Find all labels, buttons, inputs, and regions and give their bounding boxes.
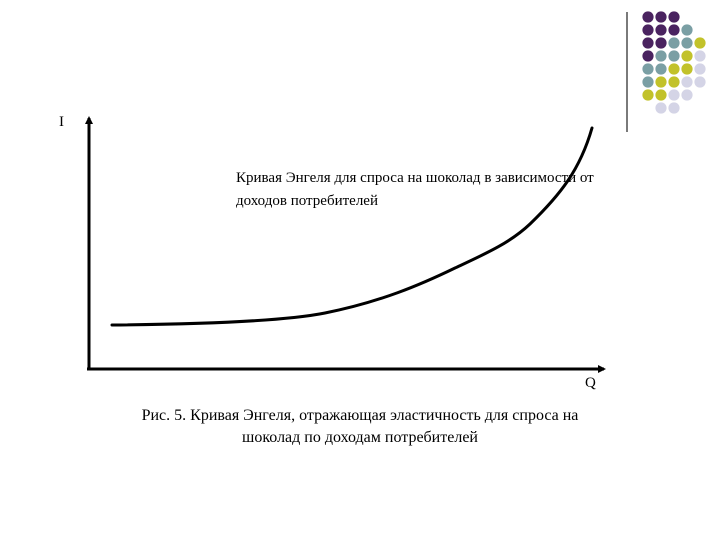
decorative-dot	[642, 50, 654, 62]
decorative-dot-grid	[642, 11, 706, 114]
decorative-dot	[642, 11, 654, 23]
x-axis-label: Q	[585, 375, 596, 391]
decorative-dot	[694, 63, 706, 75]
decorative-dot	[694, 76, 706, 88]
decorative-dot	[655, 24, 667, 36]
decorative-dot	[668, 89, 680, 101]
decorative-dot	[655, 89, 667, 101]
decorative-dot	[655, 102, 667, 114]
decorative-dot	[681, 37, 693, 49]
decorative-dot	[681, 50, 693, 62]
decorative-dot	[668, 11, 680, 23]
decorative-dot	[694, 37, 706, 49]
decorative-dot	[655, 37, 667, 49]
decorative-dot	[642, 37, 654, 49]
figure-caption: Рис. 5. Кривая Энгеля, отражающая эласти…	[60, 405, 660, 449]
decorative-dot	[655, 50, 667, 62]
engel-curve	[110, 126, 594, 327]
decorative-dot	[681, 76, 693, 88]
decorative-dot	[694, 50, 706, 62]
caption-line-2: шоколад по доходам потребителей	[242, 429, 478, 446]
decorative-dot	[681, 89, 693, 101]
decorative-dot	[655, 76, 667, 88]
curve-annotation: Кривая Энгеля для спроса на шоколад в за…	[236, 170, 594, 209]
decorative-dot	[642, 63, 654, 75]
y-axis-label: I	[59, 114, 64, 130]
decorative-dot	[668, 63, 680, 75]
decorative-dot	[655, 63, 667, 75]
decorative-dot	[681, 63, 693, 75]
decorative-dot	[642, 76, 654, 88]
decorative-dot	[668, 24, 680, 36]
caption-line-1: Рис. 5. Кривая Энгеля, отражающая эласти…	[141, 407, 579, 424]
decorative-dot	[668, 50, 680, 62]
decorative-dot	[668, 37, 680, 49]
decorative-dot	[681, 24, 693, 36]
decorative-divider-line	[626, 12, 628, 132]
decorative-dot	[655, 11, 667, 23]
decorative-dot	[668, 76, 680, 88]
decorative-dot	[642, 89, 654, 101]
decorative-dot	[642, 24, 654, 36]
decorative-dot	[668, 102, 680, 114]
